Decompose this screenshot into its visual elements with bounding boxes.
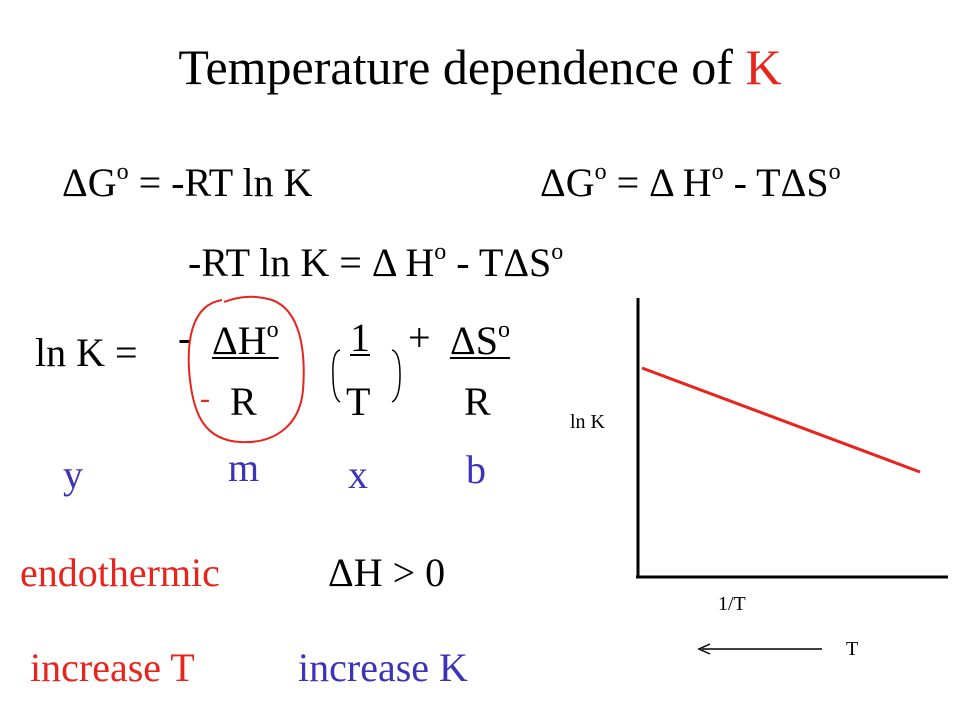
enthalpy-condition: ΔH > 0 [328, 550, 446, 595]
denominator-t: T [346, 379, 371, 424]
one-numerator: 1 [350, 315, 370, 360]
eq3-mid: - TΔS [446, 239, 552, 285]
label-x: x [348, 452, 368, 497]
label-y: y [63, 452, 83, 497]
eq2-sup2: o [711, 159, 724, 185]
num1-sup: o [266, 317, 279, 343]
eq1-sup: o [116, 159, 129, 185]
num3-text: ΔS [450, 317, 498, 363]
gibbs-equilibrium-equation: ΔGo = -RT ln K [62, 160, 312, 203]
hand-drawn-circle [187, 295, 305, 444]
eq2-prefix: ΔG [540, 159, 595, 205]
eq1-rest: = -RT ln K [128, 159, 313, 205]
num1-text: ΔH [212, 317, 267, 363]
graph-ylabel: ln K [570, 411, 605, 433]
eq2-sup1: o [594, 159, 607, 185]
eq2-mid2: - TΔS [723, 159, 829, 205]
eq1-prefix: ΔG [62, 159, 117, 205]
lnk-trend-line [641, 366, 921, 474]
temperature-arrow-head [697, 643, 711, 655]
increase-t-label: increase T [30, 645, 195, 690]
combined-equation: -RT ln K = Δ Ho - TΔSo [188, 240, 563, 283]
num3-sup: o [497, 317, 510, 343]
plus-sign: + [408, 315, 431, 360]
fraction-bracket [332, 349, 401, 403]
entropy-numerator: ΔSo [450, 318, 510, 361]
enthalpy-numerator: ΔHo [212, 318, 279, 361]
slide-title: Temperature dependence of K [0, 42, 960, 92]
endothermic-label: endothermic [20, 550, 220, 595]
temperature-arrow-label: T [846, 638, 859, 660]
denominator-r1: R [230, 379, 257, 424]
gibbs-enthalpy-equation: ΔGo = Δ Ho - TΔSo [540, 160, 841, 203]
lnk-lhs: ln K = [35, 330, 138, 375]
eq2-mid: = Δ H [606, 159, 712, 205]
eq3-text: -RT ln K = Δ H [188, 239, 435, 285]
label-b: b [466, 447, 486, 492]
denominator-r2: R [464, 379, 491, 424]
label-m: m [228, 445, 260, 490]
lnk-minus: - [178, 315, 192, 360]
eq2-sup3: o [828, 159, 841, 185]
title-highlight: K [745, 39, 782, 95]
eq3-sup2: o [551, 239, 564, 265]
title-text: Temperature dependence of [178, 39, 746, 95]
increase-k-label: increase K [298, 645, 468, 690]
graph-xlabel: 1/T [718, 593, 746, 615]
eq3-sup1: o [434, 239, 447, 265]
denominator-minus: - [200, 382, 210, 415]
